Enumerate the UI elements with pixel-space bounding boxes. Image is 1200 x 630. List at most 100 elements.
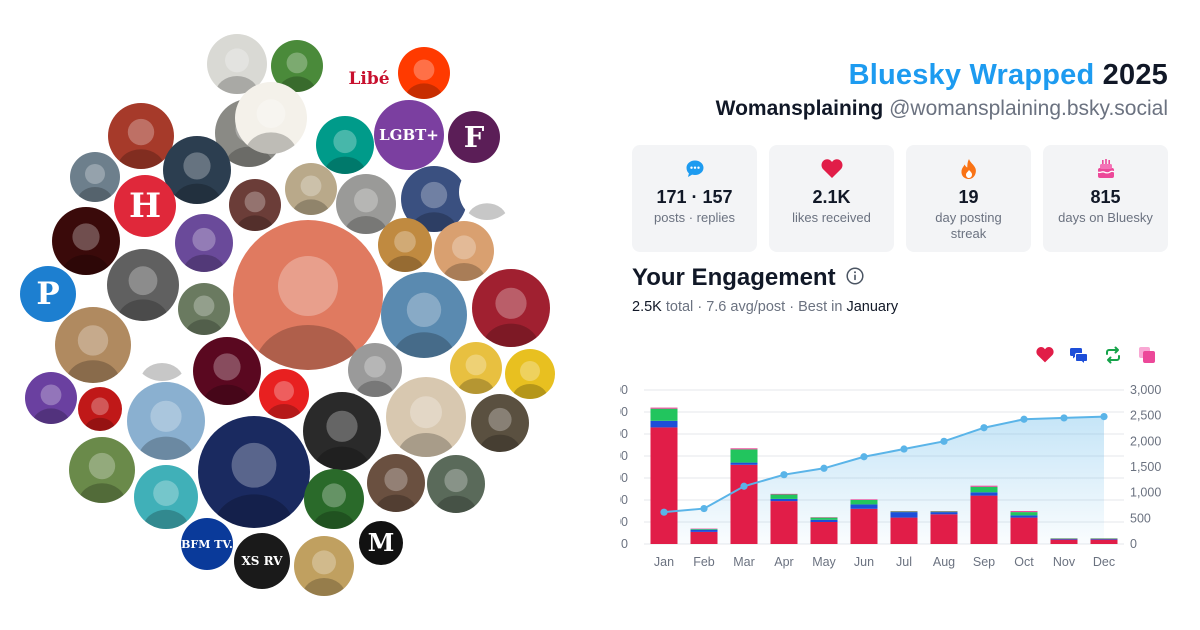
avatar[interactable] [70, 152, 120, 202]
avatar[interactable] [294, 536, 354, 596]
avatar[interactable]: P [20, 266, 76, 322]
stat-card-days: 815 days on Bluesky [1043, 145, 1168, 252]
info-icon[interactable] [846, 263, 864, 293]
avatar[interactable] [229, 179, 281, 231]
avatar[interactable] [472, 269, 550, 347]
bar-segment [730, 449, 758, 463]
avatar-image [32, 384, 70, 424]
avatar[interactable] [434, 221, 494, 281]
avatar[interactable] [175, 214, 233, 272]
cumulative-point [1020, 415, 1028, 423]
avatar[interactable] [25, 372, 77, 424]
avatar[interactable]: H [114, 175, 176, 237]
avatar-image [78, 452, 126, 503]
avatar-initial: F [463, 119, 485, 154]
avatar-image [442, 235, 486, 281]
avatar[interactable]: XS RV [234, 533, 290, 589]
bar-segment [810, 522, 838, 544]
separator: · [697, 299, 703, 315]
avatar[interactable] [108, 103, 174, 169]
bar-segment [890, 517, 918, 544]
cumulative-point [1100, 412, 1108, 421]
repost-icon[interactable] [1104, 346, 1122, 364]
bar-segment [850, 504, 878, 509]
avatar[interactable] [235, 82, 307, 154]
avatar[interactable]: BFM TV. [181, 518, 233, 570]
avatar[interactable]: M [359, 521, 403, 565]
avatar-image [236, 191, 274, 231]
cumulative-point [940, 437, 948, 445]
avatar[interactable] [127, 382, 205, 460]
avatar-image [142, 480, 190, 529]
avatar[interactable] [163, 136, 231, 204]
bar-segment [650, 420, 678, 428]
avatar-initial: P [36, 275, 60, 312]
engagement-total-label: total [665, 299, 694, 315]
avatar[interactable] [304, 469, 364, 529]
avatar[interactable] [69, 437, 135, 503]
avatar-initial: Libé [348, 68, 390, 89]
quote-icon[interactable] [1138, 346, 1156, 364]
bar-segment [890, 512, 918, 518]
avatar[interactable] [259, 369, 309, 419]
bar-segment [930, 514, 958, 544]
cumulative-point [1060, 414, 1068, 422]
cumulative-area [664, 416, 1104, 544]
avatar-initial: M [367, 528, 395, 557]
avatar[interactable] [193, 337, 261, 405]
avatar[interactable] [348, 343, 402, 397]
avatar[interactable] [367, 454, 425, 512]
avatar[interactable] [450, 342, 502, 394]
bar-segment [770, 494, 798, 499]
bar-segment [770, 501, 798, 544]
avatar[interactable]: Libé [341, 51, 397, 107]
heart-icon[interactable] [1036, 346, 1054, 364]
avatar-image [117, 118, 165, 169]
avatar[interactable] [427, 455, 485, 513]
avatar[interactable] [198, 416, 310, 528]
replies-icon[interactable] [1070, 346, 1088, 364]
avatar[interactable] [52, 207, 120, 275]
bar-segment [690, 529, 718, 530]
cumulative-point [860, 453, 868, 461]
bar-segment [970, 492, 998, 496]
bar-segment [1010, 517, 1038, 544]
avatar[interactable] [178, 283, 230, 335]
avatar[interactable] [316, 116, 374, 174]
engagement-avg: 7.6 avg/post [706, 299, 786, 315]
avatar-image [292, 175, 330, 215]
avatar[interactable] [134, 465, 198, 529]
avatar[interactable] [55, 307, 131, 383]
avatar[interactable] [132, 321, 192, 381]
avatar-image [312, 483, 356, 529]
avatar[interactable] [471, 394, 529, 452]
avatar[interactable] [303, 392, 381, 470]
page-title: Bluesky Wrapped 2025 [716, 58, 1168, 92]
engagement-chart: 0 100 200 300 400 500 600 700 0 500 1,000 1,500 2,00… [620, 383, 1161, 569]
avatar[interactable] [378, 218, 432, 272]
avatar[interactable] [271, 40, 323, 92]
avatar[interactable] [459, 164, 515, 220]
engagement-best-month: January [846, 299, 899, 315]
avatar[interactable] [386, 377, 466, 457]
y-tick-label-right: 1,000 [1130, 486, 1161, 500]
avatar-image [435, 468, 477, 513]
avatar[interactable]: LGBT+ [374, 100, 444, 170]
y-tick-label-right: 2,500 [1130, 409, 1161, 423]
x-tick-label: Dec [1093, 555, 1115, 569]
avatar[interactable] [78, 387, 122, 431]
avatar[interactable] [381, 272, 467, 358]
cumulative-point [900, 445, 908, 453]
avatar[interactable] [505, 349, 555, 399]
avatar[interactable] [233, 220, 383, 370]
avatar[interactable] [285, 163, 337, 215]
user-handle[interactable]: @womansplaining.bsky.social [889, 97, 1168, 120]
engagement-total: 2.5K [632, 299, 662, 315]
avatar[interactable]: F [448, 111, 500, 163]
avatar-image [375, 467, 417, 512]
avatar[interactable] [107, 249, 179, 321]
bar-segment [850, 508, 878, 544]
avatar[interactable] [398, 47, 450, 99]
cumulative-point [980, 424, 988, 432]
display-name[interactable]: Womansplaining [715, 97, 884, 120]
